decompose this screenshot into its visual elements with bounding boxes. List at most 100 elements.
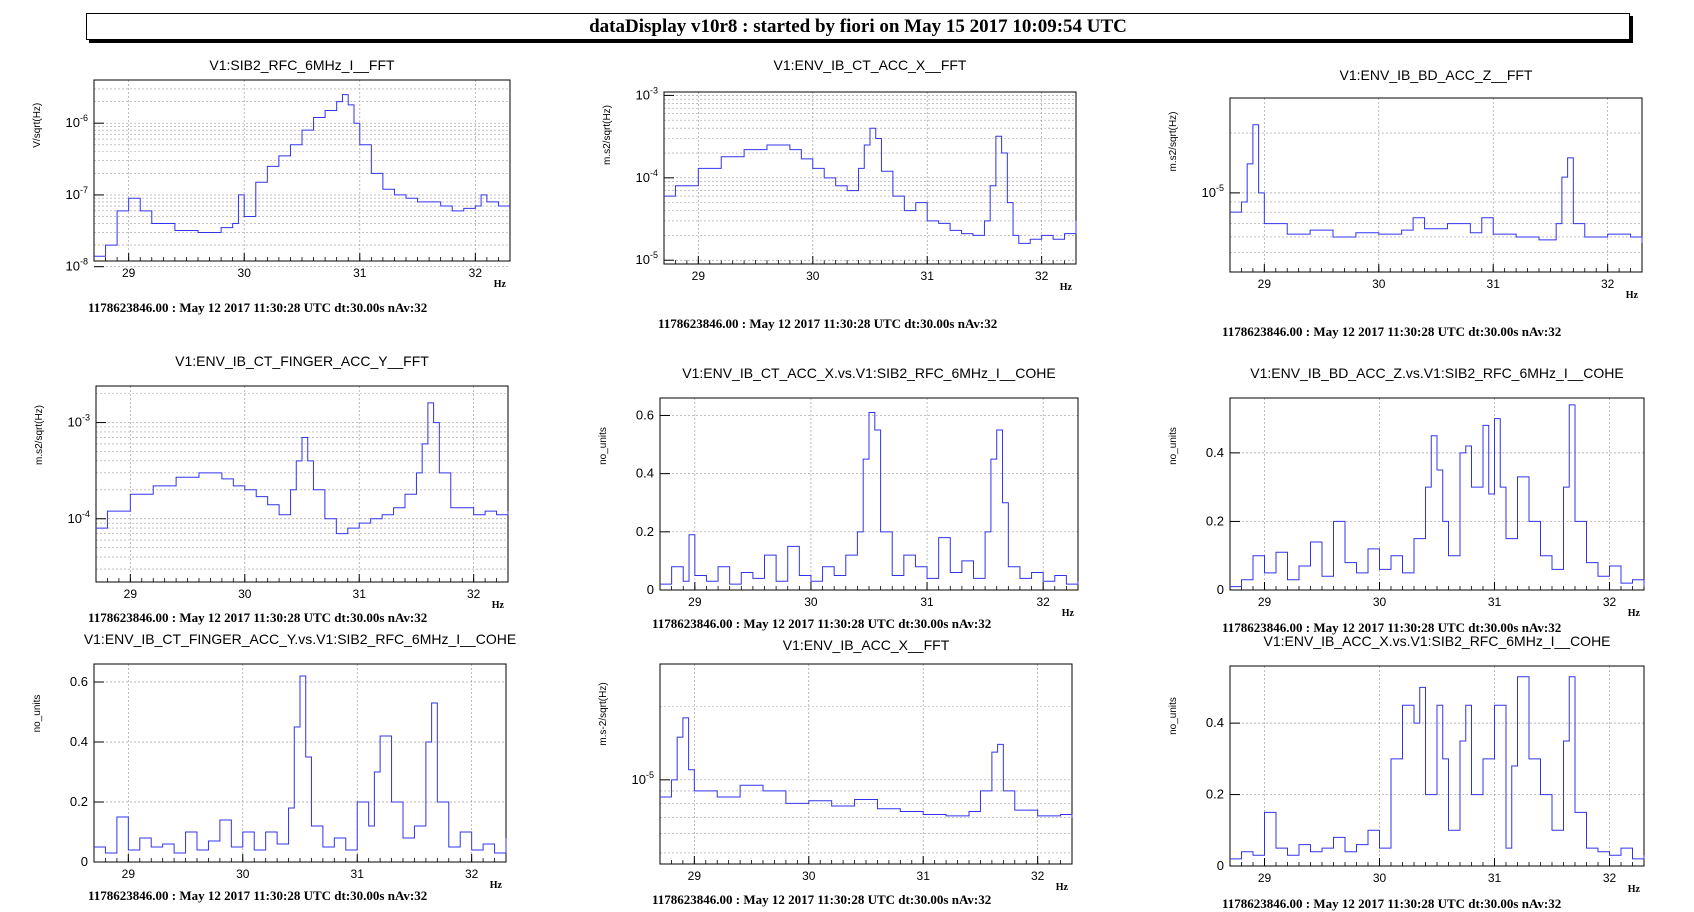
x-tick-label: 31 — [353, 266, 367, 280]
x-tick-label: 30 — [238, 587, 252, 601]
x-tick-label: 29 — [1258, 871, 1272, 885]
x-tick-label: 32 — [469, 266, 483, 280]
x-axis-label: Hz — [1628, 608, 1641, 619]
y-axis-label: m.s2/sqrt(Hz) — [602, 105, 613, 165]
x-tick-label: 32 — [1031, 869, 1045, 883]
y-tick-label: 10-3 — [636, 85, 658, 102]
y-axis-label: m.s2/sqrt(Hz) — [34, 405, 45, 465]
y-axis-label: m.s2/sqrt(Hz) — [1168, 112, 1179, 172]
x-axis-label: Hz — [1628, 884, 1641, 895]
chart-footer: 1178623846.00 : May 12 2017 11:30:28 UTC… — [652, 616, 992, 631]
x-tick-label: 29 — [122, 266, 136, 280]
y-tick-label: 0.4 — [70, 734, 88, 749]
y-axis-label: no_units — [598, 427, 609, 465]
x-tick-label: 31 — [351, 867, 365, 881]
x-tick-label: 30 — [802, 869, 816, 883]
y-tick-label: 10-3 — [68, 413, 90, 430]
plot-frame — [663, 91, 1077, 265]
x-tick-label: 30 — [236, 867, 250, 881]
window-title: dataDisplay v10r8 : started by fiori on … — [86, 13, 1630, 40]
plot-frame — [659, 663, 1073, 865]
chart-footer: 1178623846.00 : May 12 2017 11:30:28 UTC… — [1222, 324, 1562, 339]
y-tick-label: 10-5 — [632, 770, 654, 787]
x-tick-label: 30 — [1373, 871, 1387, 885]
x-tick-label: 32 — [467, 587, 481, 601]
x-tick-label: 29 — [688, 595, 702, 609]
x-tick-label: 31 — [1488, 871, 1502, 885]
y-tick-label: 0 — [1217, 582, 1224, 597]
x-tick-label: 30 — [238, 266, 252, 280]
series-line — [664, 127, 1077, 244]
chart-title: V1:SIB2_RFC_6MHz_I__FFT — [209, 57, 395, 73]
chart-footer: 1178623846.00 : May 12 2017 11:30:28 UTC… — [88, 888, 428, 903]
y-tick-label: 10-6 — [66, 113, 88, 130]
series-line — [1230, 676, 1645, 860]
y-axis-label: V/sqrt(Hz) — [32, 103, 43, 148]
y-tick-label: 0.2 — [1206, 787, 1224, 802]
series-line — [94, 675, 507, 854]
x-axis-label: Hz — [494, 279, 507, 290]
chart-footer: 1178623846.00 : May 12 2017 11:30:28 UTC… — [88, 300, 428, 315]
y-tick-label: 10-7 — [66, 185, 88, 202]
x-tick-label: 31 — [920, 595, 934, 609]
plot-frame — [1229, 665, 1645, 867]
y-tick-label: 10-4 — [68, 509, 90, 526]
y-tick-label: 0 — [647, 582, 654, 597]
series-line — [94, 94, 510, 257]
y-tick-label: 0.2 — [636, 524, 654, 539]
y-axis-label: no_units — [32, 695, 43, 733]
x-tick-label: 31 — [353, 587, 367, 601]
y-tick-label: 0.4 — [1206, 715, 1224, 730]
x-tick-label: 29 — [124, 587, 138, 601]
y-axis-label: m.s-2/sqrt(Hz) — [598, 682, 609, 745]
plot-frame — [95, 385, 509, 583]
x-tick-label: 31 — [917, 869, 931, 883]
x-tick-label: 29 — [688, 869, 702, 883]
x-tick-label: 32 — [465, 867, 479, 881]
x-tick-label: 30 — [1373, 595, 1387, 609]
plot-frame — [659, 397, 1079, 591]
plot-frame — [1229, 97, 1643, 273]
x-tick-label: 31 — [1488, 595, 1502, 609]
chart-footer: 1178623846.00 : May 12 2017 11:30:28 UTC… — [88, 610, 428, 625]
chart-footer: 1178623846.00 : May 12 2017 11:30:28 UTC… — [1222, 620, 1562, 635]
y-axis-label: no_units — [1168, 427, 1179, 465]
chart-title: V1:ENV_IB_CT_FINGER_ACC_Y__FFT — [175, 353, 429, 369]
chart-title: V1:ENV_IB_CT_ACC_X.vs.V1:SIB2_RFC_6MHz_I… — [682, 365, 1055, 381]
y-tick-label: 0.2 — [70, 794, 88, 809]
series-line — [1230, 404, 1645, 588]
y-axis-label: no_units — [1168, 697, 1179, 735]
x-axis-label: Hz — [1062, 608, 1075, 619]
y-tick-label: 0.4 — [1206, 445, 1224, 460]
series-line — [96, 402, 509, 535]
plot-frame — [1229, 397, 1645, 591]
x-tick-label: 31 — [921, 269, 935, 283]
y-tick-label: 10-5 — [636, 250, 658, 267]
x-axis-label: Hz — [1056, 882, 1069, 893]
chart-footer: 1178623846.00 : May 12 2017 11:30:28 UTC… — [1222, 896, 1562, 911]
chart-title: V1:ENV_IB_CT_ACC_X__FFT — [774, 57, 967, 73]
y-tick-label: 0 — [1217, 858, 1224, 873]
plot-frame — [93, 663, 507, 863]
y-tick-label: 0.4 — [636, 466, 654, 481]
chart-title: V1:ENV_IB_ACC_X__FFT — [783, 637, 950, 653]
chart-footer: 1178623846.00 : May 12 2017 11:30:28 UTC… — [658, 316, 998, 331]
x-axis-label: Hz — [490, 880, 503, 891]
x-tick-label: 32 — [1603, 871, 1617, 885]
x-tick-label: 31 — [1487, 277, 1501, 291]
chart-footer: 1178623846.00 : May 12 2017 11:30:28 UTC… — [652, 892, 992, 907]
x-tick-label: 29 — [122, 867, 136, 881]
x-axis-label: Hz — [1060, 282, 1073, 293]
x-tick-label: 30 — [806, 269, 820, 283]
x-tick-label: 29 — [1258, 595, 1272, 609]
chart-title: V1:ENV_IB_CT_FINGER_ACC_Y.vs.V1:SIB2_RFC… — [84, 631, 516, 647]
x-tick-label: 29 — [1258, 277, 1272, 291]
x-tick-label: 32 — [1601, 277, 1615, 291]
